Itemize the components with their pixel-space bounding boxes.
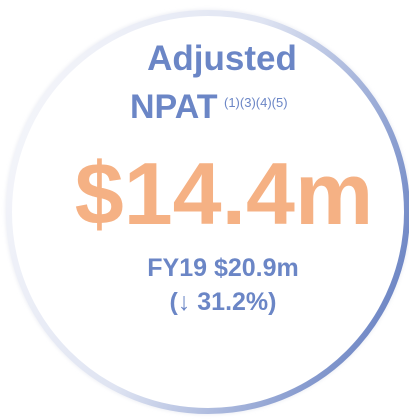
value: $14.4m (75, 144, 373, 243)
comparison: FY19 $20.9m (147, 254, 299, 282)
title: Adjusted (147, 39, 297, 78)
ring (6, 10, 409, 414)
subtitle: NPAT (130, 88, 218, 126)
footnotes: (1)(3)(4)(5) (224, 95, 288, 110)
change: (↓ 31.2%) (170, 288, 277, 316)
